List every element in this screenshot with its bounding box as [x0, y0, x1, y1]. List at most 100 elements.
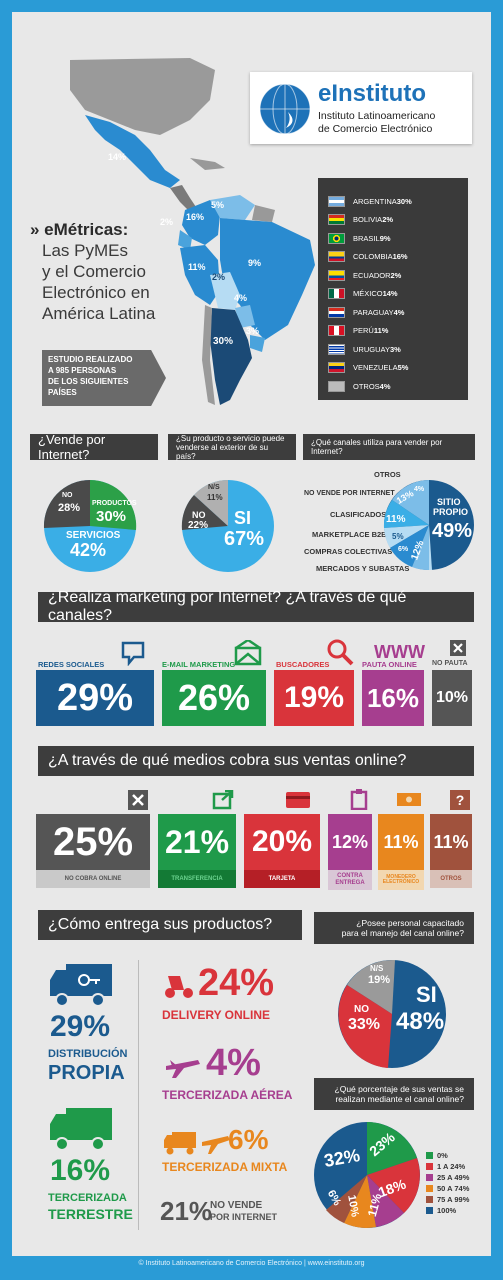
country-pct: 4% [379, 381, 391, 391]
flag-icon [328, 251, 345, 262]
country-row: URUGUAY 3% [328, 342, 401, 356]
country-row: MÉXICO 14% [328, 287, 398, 301]
mixta-pct: 6% [228, 1124, 269, 1155]
title-block: Las PyMEs y el Comercio Electrónico en A… [42, 240, 155, 324]
q3-label-clasificados: CLASIFICADOS [330, 510, 387, 519]
cobro-title: ¿A través de qué medios cobra sus ventas… [38, 746, 474, 776]
country-name: VENEZUELA [353, 363, 398, 372]
mkt-label-buscadores: BUSCADORES [276, 660, 330, 669]
mkt-label-redes: REDES SOCIALES [38, 660, 105, 669]
legend-item: 75 A 99% [426, 1194, 469, 1205]
bolivia-shape [210, 272, 240, 310]
q2-no-pct: 22% [188, 520, 209, 531]
country-name: PARAGUAY [353, 307, 394, 317]
ecuador-shape [178, 230, 192, 250]
delivery-pct: 24% [198, 962, 275, 1004]
flag-icon [328, 269, 345, 281]
porcentaje-pie [314, 1122, 420, 1228]
legend-swatch [426, 1152, 433, 1159]
personal-si-label: SI [416, 982, 437, 1007]
question-icon: ? [450, 790, 470, 810]
q2-pie [181, 480, 274, 572]
country-pct: 9% [379, 233, 391, 243]
country-name: PERÚ [353, 326, 374, 335]
q2-header: ¿Su producto o servicio puede venderse a… [168, 433, 296, 461]
country-pct: 16% [392, 252, 408, 261]
legend-label: 0% [437, 1151, 448, 1160]
mexico-shape [85, 115, 180, 188]
mkt-box-pauta: 16% [362, 670, 424, 726]
title-line: Electrónico en [42, 283, 150, 302]
country-row: OTROS 4% [328, 379, 391, 393]
country-name: BRASIL [353, 233, 380, 243]
truck-icon [164, 1132, 196, 1155]
www-icon: WWW [374, 642, 425, 662]
distribucion-label2: PROPIA [48, 1062, 125, 1084]
country-row: BRASIL 9% [328, 231, 391, 245]
novende-pct: 21% [160, 1196, 213, 1226]
map-label-bolivia: 2% [212, 272, 226, 282]
legend-swatch [426, 1163, 433, 1170]
porcentaje-header: ¿Qué porcentaje de sus ventas se realiza… [314, 1078, 474, 1110]
q3-slice-pct: 5% [392, 532, 404, 541]
cobro-label-contra: CONTRA ENTREGA [328, 870, 372, 890]
novende-label1: NO VENDE [210, 1200, 263, 1211]
cobro-label-nocobra: NO COBRA ONLINE [36, 870, 150, 888]
mkt-label-email: E-MAIL MARKETING [162, 660, 236, 669]
country-name: ARGENTINA [353, 196, 397, 206]
legend-item: 50 A 74% [426, 1183, 469, 1194]
mkt-box-redes: 29% [36, 670, 154, 726]
q3-main-label2: PROPIO [433, 507, 469, 517]
personal-pie [338, 959, 446, 1068]
q2-si-label: SI [234, 508, 252, 528]
q1-servicios-label: SERVICIOS [66, 530, 121, 541]
uruguay-shape [250, 335, 265, 352]
q2-line: ¿Su producto o servicio puede [176, 433, 285, 443]
logo-sub1: Instituto Latinoamericano [318, 110, 436, 122]
country-row: PERÚ 11% [328, 324, 388, 338]
personal-header: ¿Posee personal capacitado para el manej… [314, 912, 474, 944]
speech-bubble-icon [121, 641, 145, 666]
legend-item: 25 A 49% [426, 1172, 469, 1183]
logo-brand: eInstituto [318, 80, 426, 107]
mkt-box-email: 26% [162, 670, 266, 726]
distribucion-label1: DISTRIBUCIÓN [48, 1048, 128, 1060]
personal-si-pct: 48% [396, 1008, 445, 1035]
country-row: BOLIVIA 2% [328, 213, 393, 227]
legend-label: 1 A 24% [437, 1162, 466, 1171]
country-row: VENEZUELA 5% [328, 361, 408, 375]
q2-no-label: NO [192, 510, 206, 520]
terrestre-pct: 16% [50, 1154, 111, 1187]
personal-ns-label: N/S [370, 964, 384, 973]
porcentaje-q-line: ¿Qué porcentaje de sus ventas se [334, 1084, 464, 1094]
legend-label: 25 A 49% [437, 1173, 470, 1182]
airplane-icon [166, 1060, 200, 1078]
legend-swatch [426, 1174, 433, 1181]
map-label-ecuador: 2% [160, 217, 174, 227]
title-prefix: » eMétricas: [30, 220, 129, 239]
country-pct: 3% [389, 344, 401, 354]
personal-q-line: ¿Posee personal capacitado [356, 918, 464, 928]
search-icon [327, 639, 354, 666]
q3-slice-pct: 4% [414, 486, 425, 493]
delivery-label: DELIVERY ONLINE [162, 1008, 271, 1022]
map-label-venezuela: 5% [211, 200, 225, 210]
mixta-label: TERCERIZADA MIXTA [162, 1160, 288, 1174]
clipboard-icon [350, 789, 368, 810]
country-pct: 14% [382, 289, 398, 298]
country-name: BOLIVIA [353, 215, 383, 224]
mkt-label-nopauta: NO PAUTA [432, 660, 468, 667]
distribucion-pct: 29% [50, 1010, 111, 1043]
logo-box[interactable]: eInstituto Instituto Latinoamericano de … [250, 72, 472, 144]
study-box: ESTUDIO REALIZADO A 985 PERSONAS DE LOS … [42, 350, 166, 406]
personal-no-pct: 33% [348, 1016, 381, 1033]
external-link-icon [212, 790, 234, 810]
flag-icon [328, 214, 345, 225]
country-name: ECUADOR [353, 270, 391, 280]
country-row: PARAGUAY 4% [328, 305, 404, 319]
q2-line: venderse al exterior de su país? [176, 442, 269, 461]
close-icon [450, 640, 466, 656]
study-count: 985 PERSONAS [55, 366, 117, 375]
truck-icon [50, 964, 112, 1007]
